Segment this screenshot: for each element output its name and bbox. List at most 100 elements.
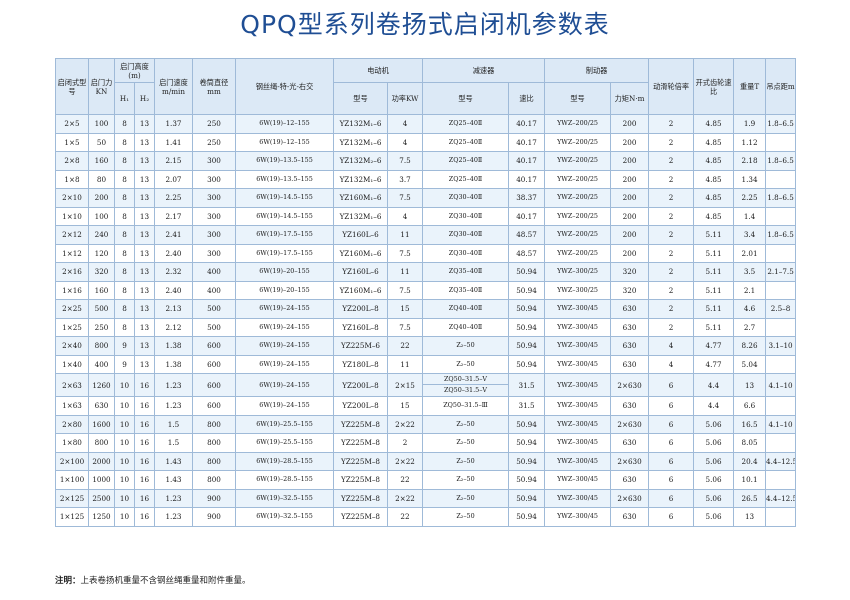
cell-force: 160: [88, 151, 115, 171]
cell-h1: 8: [114, 317, 135, 337]
cell-h2: 16: [134, 507, 155, 527]
table-body: 2×5 100 8 13 1.37 250 6W(19)–12–155 YZ132M₁–6 4 Z…: [55, 114, 797, 527]
cell-reducer-ratio: 50.94: [508, 336, 546, 356]
cell-gear: 5.06: [693, 451, 735, 471]
cell-h1: 8: [114, 188, 135, 208]
cell-drum: 300: [192, 151, 236, 171]
cell-weight: 1.34: [733, 169, 767, 189]
cell-rope: 6W(19)–32.5–155: [235, 488, 334, 508]
cell-motor-model: YZ225M–8: [333, 470, 388, 490]
table-row: 1×10 100 8 13 2.17 300 6W(19)–14.5–155 YZ132M₁–…: [55, 206, 797, 226]
cell-motor-model: YZ132M₁–6: [333, 114, 388, 134]
cell-motor-model: YZ132M₁–6: [333, 132, 388, 152]
cell-speed: 2.41: [154, 225, 193, 245]
cell-drum: 900: [192, 488, 236, 508]
cell-h2: 13: [134, 114, 155, 134]
cell-reducer-ratio: 40.17: [508, 132, 546, 152]
cell-h2: 13: [134, 262, 155, 282]
cell-brake-model: YWZ–300/45: [544, 354, 612, 374]
cell-h1: 8: [114, 169, 135, 189]
cell-weight: 2.7: [733, 317, 767, 337]
cell-force: 1250: [88, 507, 115, 527]
cell-brake-model: YWZ–200/25: [544, 243, 612, 263]
cell-motor-model: YZ160M₁–6: [333, 188, 388, 208]
cell-model: 2×8: [55, 151, 89, 171]
cell-weight: 13: [733, 373, 767, 397]
cell-speed: 1.37: [154, 114, 193, 134]
cell-model: 2×5: [55, 114, 89, 134]
cell-drum: 250: [192, 132, 236, 152]
cell-force: 250: [88, 317, 115, 337]
cell-reducer-ratio: 40.17: [508, 206, 546, 226]
table-row: 2×40 800 9 13 1.38 600 6W(19)–24–155 YZ225M–6 22…: [55, 336, 797, 356]
cell-distance: [765, 206, 797, 226]
cell-reducer-ratio: 31.5: [508, 373, 546, 397]
table-header: 启闭式型号 启门力KN 启门高度(m) 启门速度m/min 卷筒直径mm 钢丝绳…: [55, 58, 797, 115]
cell-reducer-model: ZQ30–40Ⅱ: [422, 206, 510, 226]
cell-motor-power: 22: [386, 507, 424, 527]
cell-weight: 13: [733, 507, 767, 527]
cell-h1: 10: [114, 373, 135, 397]
footnote-label: 注明：: [55, 576, 81, 586]
cell-rope: 6W(19)–13.5–155: [235, 151, 334, 171]
cell-motor-power: 7.5: [386, 317, 424, 337]
cell-drum: 250: [192, 114, 236, 134]
page-title: QPQ型系列卷扬式启闭机参数表: [240, 10, 610, 39]
cell-reducer-ratio: 40.17: [508, 169, 546, 189]
cell-gear: 5.11: [693, 225, 735, 245]
cell-speed: 1.23: [154, 396, 193, 416]
cell-weight: 1.9: [733, 114, 767, 134]
cell-distance: [765, 507, 797, 527]
cell-motor-power: 2×22: [386, 451, 424, 471]
parameter-table: 启闭式型号 启门力KN 启门高度(m) 启门速度m/min 卷筒直径mm 钢丝绳…: [55, 58, 797, 527]
cell-reducer-ratio: 50.94: [508, 433, 546, 453]
cell-brake-model: YWZ–200/25: [544, 206, 612, 226]
cell-drum: 300: [192, 225, 236, 245]
cell-model: 1×63: [55, 396, 89, 416]
cell-force: 1260: [88, 373, 115, 397]
cell-reducer-ratio: 50.94: [508, 488, 546, 508]
cell-brake-torque: 320: [610, 280, 650, 300]
cell-brake-torque: 2×630: [610, 488, 650, 508]
cell-motor-power: 2×22: [386, 488, 424, 508]
cell-reducer-model: Z₂–50: [422, 336, 510, 356]
cell-h2: 13: [134, 151, 155, 171]
header-h2: H₂: [134, 82, 155, 115]
cell-drum: 300: [192, 169, 236, 189]
cell-weight: 10.1: [733, 470, 767, 490]
cell-motor-power: 22: [386, 336, 424, 356]
cell-drum: 500: [192, 299, 236, 319]
cell-drum: 300: [192, 206, 236, 226]
cell-gear: 4.77: [693, 336, 735, 356]
cell-gear: 4.85: [693, 132, 735, 152]
cell-reducer-ratio: 40.17: [508, 151, 546, 171]
cell-motor-model: YZ200L–8: [333, 373, 388, 397]
cell-force: 800: [88, 433, 115, 453]
header-force: 启门力KN: [88, 58, 115, 115]
cell-rope: 6W(19)–28.5–155: [235, 451, 334, 471]
cell-gear: 5.11: [693, 317, 735, 337]
cell-h1: 10: [114, 507, 135, 527]
header-brake-model: 型号: [544, 82, 612, 115]
cell-motor-model: YZ225M–8: [333, 507, 388, 527]
cell-reducer-model: ZQ25–40Ⅱ: [422, 151, 510, 171]
cell-gear: 5.11: [693, 280, 735, 300]
cell-brake-torque: 2×630: [610, 451, 650, 471]
cell-pulley: 6: [648, 433, 695, 453]
cell-rope: 6W(19)–17.5–155: [235, 243, 334, 263]
cell-reducer-model: ZQ35–40Ⅱ: [422, 262, 510, 282]
cell-rope: 6W(19)–13.5–155: [235, 169, 334, 189]
cell-speed: 2.12: [154, 317, 193, 337]
cell-reducer-model: ZQ35–40Ⅱ: [422, 280, 510, 300]
cell-rope: 6W(19)–12–155: [235, 132, 334, 152]
header-brake-torque: 力矩N·m: [610, 82, 650, 115]
cell-h1: 8: [114, 206, 135, 226]
cell-distance: 1.8–6.5: [765, 151, 797, 171]
cell-reducer-model: Z₂–50: [422, 488, 510, 508]
cell-force: 200: [88, 188, 115, 208]
cell-rope: 6W(19)–20–155: [235, 280, 334, 300]
cell-reducer-model: ZQ25–40Ⅱ: [422, 132, 510, 152]
cell-brake-torque: 630: [610, 299, 650, 319]
cell-force: 1600: [88, 414, 115, 434]
cell-reducer-model-second: ZQ50–31.5–Ⅴ: [422, 384, 510, 397]
